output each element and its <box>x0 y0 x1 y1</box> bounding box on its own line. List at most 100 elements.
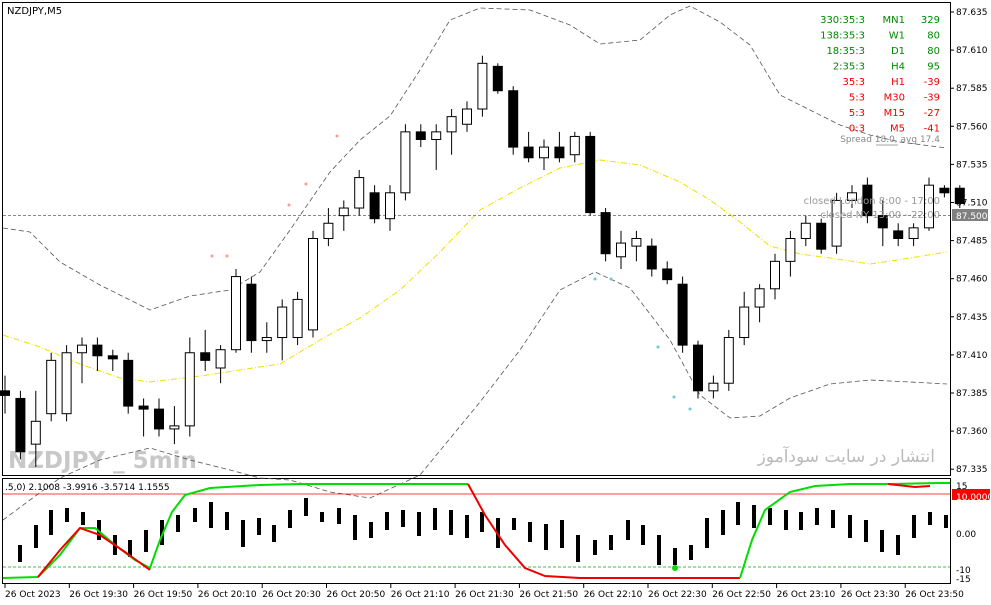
oscillator-bar <box>512 518 516 530</box>
current-price-tag <box>952 209 988 221</box>
bull-candle <box>431 131 442 140</box>
price-tick-label: 87.510 <box>956 199 988 209</box>
bear-candle <box>200 352 211 361</box>
bull-candle <box>800 222 811 239</box>
oscillator-bar <box>705 518 709 548</box>
indicator-axis-label: -15 <box>956 575 971 585</box>
oscillator-bar <box>815 508 819 525</box>
site-text: انتشار در سایت سودآموز <box>757 445 935 467</box>
oscillator-green-line <box>2 483 468 579</box>
bear-candle <box>92 344 103 357</box>
signal-dot <box>656 345 660 349</box>
oscillator-bar <box>576 535 580 562</box>
watermark-text: NZDJPY _ 5min <box>8 448 197 474</box>
price-tick-label: 87.610 <box>956 46 988 56</box>
time-tick-label: 26 Oct 23:30 <box>841 590 900 600</box>
oscillator-bar <box>799 512 803 530</box>
oscillator-bar <box>288 510 292 528</box>
time-tick-label: 26 Oct 19:50 <box>134 590 193 600</box>
oscillator-bar <box>544 524 548 550</box>
oscillator-bar <box>721 510 725 535</box>
tf-row-timeframe: M15 <box>884 108 905 119</box>
bear-candle <box>646 245 657 270</box>
signal-dot <box>210 254 214 258</box>
oscillator-bars <box>18 498 948 565</box>
tf-row-timeframe: W1 <box>889 31 905 42</box>
bull-candle <box>292 298 303 339</box>
tf-row-timeframe: D1 <box>891 46 905 57</box>
tf-row-time: 35:3 <box>843 77 865 88</box>
bull-candle <box>631 238 642 247</box>
bollinger-upper-line <box>2 5 948 311</box>
signal-dot <box>225 254 229 258</box>
bear-candle <box>939 187 950 194</box>
signal-dots <box>210 134 692 411</box>
bull-candle <box>770 260 780 290</box>
signal-dot <box>593 277 597 281</box>
price-axis[interactable]: 87.635 87.610 87.585 87.560 87.535 87.510 87.4… <box>950 8 988 475</box>
main-plot-border <box>2 2 951 476</box>
oscillator-bar <box>831 510 835 528</box>
bear-candle <box>523 146 534 159</box>
bear-candle <box>877 215 888 229</box>
bear-candle <box>862 184 873 217</box>
oscillator-red-line <box>37 526 151 578</box>
oscillator-bar <box>449 510 453 535</box>
symbol-label: NZDJPY,M5 <box>7 6 62 17</box>
tf-row-time: 2:35:3 <box>833 62 865 73</box>
bear-candle <box>816 222 827 250</box>
price-tick-label: 87.535 <box>956 160 988 170</box>
tf-row-value: 80 <box>927 46 940 57</box>
oscillator-bar <box>18 545 22 562</box>
time-tick-label: 26 Oct 20:30 <box>262 590 321 600</box>
oscillator-bar <box>752 505 756 528</box>
oscillator-bar <box>784 510 788 530</box>
bear-candle <box>492 65 503 92</box>
tf-row-value: 80 <box>927 31 940 42</box>
oscillator-bar <box>689 545 693 560</box>
oscillator-bar <box>736 502 740 525</box>
bear-candle <box>585 135 596 214</box>
price-tick-label: 87.435 <box>956 313 988 323</box>
bull-candle <box>847 192 857 201</box>
oscillator-bar <box>912 515 916 538</box>
bear-candle <box>15 397 26 453</box>
oscillator-bar <box>401 510 405 527</box>
bear-candle <box>107 355 118 360</box>
tf-row-value: 95 <box>927 62 940 73</box>
price-tick-label: 87.460 <box>956 275 988 285</box>
time-axis[interactable]: 26 Oct 2023 26 Oct 19:30 26 Oct 19:50 26 Oc… <box>4 584 964 600</box>
oscillator-bar <box>320 512 324 522</box>
oscillator-bar <box>304 498 308 516</box>
moving-average-line <box>2 159 948 383</box>
tf-row-time: 0:3 <box>849 124 865 135</box>
price-tick-label: 87.360 <box>956 427 988 437</box>
bull-candle <box>831 199 842 247</box>
oscillator-bar <box>417 512 421 536</box>
oscillator-bar <box>641 525 645 545</box>
bull-candle <box>708 382 719 392</box>
tf-row-time: 330:35:3 <box>820 15 865 26</box>
indicator-axis-label: -10 <box>956 566 971 576</box>
price-tick-label: 87.335 <box>956 465 988 475</box>
signal-dot <box>304 182 308 186</box>
bull-candle <box>308 238 318 331</box>
time-tick-label: 26 Oct 21:30 <box>455 590 514 600</box>
tf-row-timeframe: H4 <box>891 62 905 73</box>
time-tick-label: 26 Oct 23:50 <box>905 590 964 600</box>
spread-text: Spread 18.0, avg 17.4 <box>840 135 940 145</box>
signal-dot <box>672 565 678 571</box>
bull-candle <box>338 207 349 217</box>
oscillator-red-line <box>467 483 740 579</box>
time-tick-label: 26 Oct 21:50 <box>519 590 578 600</box>
oscillator-bar <box>593 540 597 555</box>
oscillator-bar <box>944 515 948 528</box>
bear-candle <box>600 212 611 255</box>
bear-candle <box>123 359 134 407</box>
current-price-label: 87.500 <box>956 212 988 222</box>
candles-group <box>0 55 965 467</box>
tf-row-timeframe: H1 <box>891 77 905 88</box>
oscillator-bar <box>128 540 132 557</box>
bear-candle <box>154 408 164 430</box>
